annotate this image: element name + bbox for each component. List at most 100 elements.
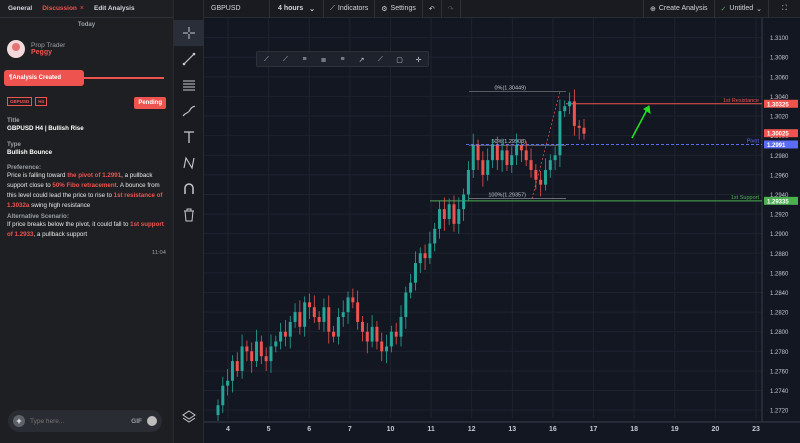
last-price-label: 1.30025 [767,132,789,138]
chevron-down-icon: ⌄ [756,5,762,13]
y-tick-label: 1.2920 [770,213,789,219]
indicators-button[interactable]: ⟋ Indicators [324,0,376,18]
ray-tool-icon[interactable]: ⟋ [283,55,288,63]
x-tick-label: 12 [468,426,476,433]
candle-body [336,317,340,337]
pattern-icon[interactable] [174,150,204,176]
candle-body [510,155,514,166]
drawing-sub-toolbar: ⟋ ⟋ ≡ ≣ ≡ ↗ ⟋ ▢ ✛ [256,51,429,67]
candle-body [389,331,393,347]
candle-body [491,145,494,161]
preference-label: Preference: [7,164,42,171]
y-tick-label: 1.2960 [770,173,789,179]
indicators-label: Indicators [337,5,369,12]
cross-tool-icon[interactable]: ✛ [415,56,422,64]
candle-body [433,228,437,244]
fullscreen-button[interactable]: ⛶ [768,0,800,18]
candle-body [332,331,336,337]
candle-body [442,209,446,219]
candle-body [274,341,278,347]
interval-tag: H4 [35,97,48,106]
avatar[interactable] [7,40,25,58]
interval-label: 4 hours [278,5,304,12]
candle-body [409,282,413,293]
interval-selector[interactable]: 4 hours ⌄ [270,0,324,18]
plus-circle-icon: ⊕ [650,5,656,13]
text-icon[interactable] [174,124,204,150]
add-attachment-icon[interactable]: + [13,415,25,427]
arrow-tool-icon[interactable]: ↗ [358,56,365,64]
candle-body [240,346,244,371]
emoji-icon[interactable] [147,416,157,426]
title-label: Title [7,117,20,124]
status-badge[interactable]: Pending [134,97,166,109]
candle-body [259,341,263,357]
level-price-tag [764,140,798,149]
undo-button[interactable]: ↶ [423,0,442,18]
y-tick-label: 1.2820 [770,311,789,317]
layout-label: Untitled [729,5,754,12]
close-tab-icon[interactable]: × [79,5,84,12]
y-tick-label: 1.2780 [770,350,789,356]
candle-body [250,351,254,362]
trend-line-icon[interactable] [174,46,204,72]
type-label: Type [7,141,21,148]
level-price-tag [764,99,798,108]
trader-info: Prop Trader Peggy [7,40,65,58]
magnet-icon[interactable] [174,176,204,202]
candle-body [553,155,557,161]
candle-body [360,321,364,332]
settings-button[interactable]: ⚙ Settings [375,0,423,18]
analysis-panel: General Discussion × Edit Analysis Today… [0,0,174,443]
horizontal-lines-icon[interactable] [174,72,204,98]
candle-body [216,405,220,416]
fullscreen-icon: ⛶ [782,4,787,12]
fib-tool-icon[interactable]: ≣ [320,56,327,64]
symbol-tag: GBPUSD [7,97,33,106]
price-chart[interactable]: 4 5 6 7 10 11 12 13 16 17 18 19 20 23 1.3100 1.3080 1.30… [204,18,800,443]
crosshair-icon[interactable] [174,20,204,46]
title-block: Title GBPUSD H4 | Bullish Rise [7,117,169,132]
layers-icon[interactable] [174,403,204,429]
type-value: Bullish Bounce [7,149,53,156]
hline-tool-icon[interactable]: ≡ [340,56,345,63]
y-tick-label: 1.3040 [770,95,789,101]
layout-selector[interactable]: ✓ Untitled ⌄ [713,0,768,18]
redo-button[interactable]: ↷ [442,0,461,18]
y-tick-label: 1.2900 [770,232,789,238]
extended-line-icon[interactable]: ⟋ [378,55,383,63]
settings-label: Settings [390,5,416,12]
rectangle-tool-icon[interactable]: ▢ [396,56,403,64]
trash-icon[interactable] [174,202,204,228]
brush-icon[interactable] [174,98,204,124]
tab-discussion[interactable]: Discussion [42,5,77,12]
candle-body [399,317,403,337]
candle-body [269,346,273,362]
candle-body [568,101,572,107]
trader-name[interactable]: Peggy [31,49,53,56]
x-tick-label: 7 [348,426,352,433]
message-input[interactable] [30,417,127,425]
tab-edit-analysis[interactable]: Edit Analysis [94,5,135,12]
channel-tool-icon[interactable]: ≡ [302,56,307,63]
gif-button[interactable]: GIF [131,417,142,425]
create-analysis-button[interactable]: ⊕ Create Analysis [643,0,714,18]
candle-body [375,326,379,342]
candle-body [500,150,504,161]
drawing-toolbar [174,0,204,443]
candle-body [481,160,485,175]
tab-general[interactable]: General [8,5,33,12]
candle-body [346,297,350,313]
line-tool-icon[interactable]: ⟋ [264,55,269,63]
x-tick-label: 23 [752,426,760,433]
candle-body [235,361,239,371]
projection-arrow [631,105,650,139]
analysis-created-label: ¶Analysis Created [4,70,84,86]
panel-tabs: General Discussion × Edit Analysis [0,0,173,18]
symbol-selector[interactable]: GBPUSD [204,0,270,18]
candle-body [438,209,442,229]
banner-line [82,77,164,79]
candle-body [327,307,331,332]
candle-body [423,253,427,259]
candlestick-chart[interactable]: 4 5 6 7 10 11 12 13 16 17 18 19 20 23 1.3100 1.3080 1.30… [204,18,800,443]
